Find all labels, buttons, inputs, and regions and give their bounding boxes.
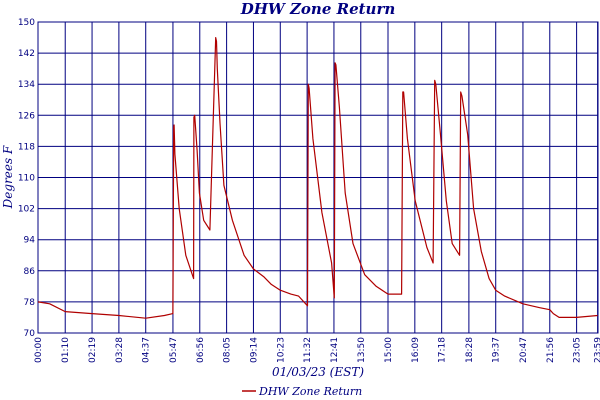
x-tick-label: 11:32 [303,337,313,363]
x-tick-label: 06:56 [196,337,206,363]
x-axis-label: 01/03/23 (EST) [272,365,364,379]
y-tick-label: 142 [18,49,35,59]
x-tick-label: 16:09 [411,337,421,363]
y-axis-ticks: 70 78 86 94 102 110 118 126 134 142 150 [18,18,35,339]
x-tick-label: 03:28 [115,337,125,363]
y-tick-label: 134 [18,80,35,90]
x-tick-label: 23:05 [573,337,583,363]
plot-frame [37,21,599,334]
x-tick-label: 21:56 [546,337,556,363]
x-tick-label: 04:37 [142,337,152,363]
x-tick-label: 23:59 [594,337,600,363]
y-tick-label: 102 [18,205,35,215]
series-layer [37,36,598,319]
y-tick-label: 94 [24,236,36,246]
y-axis-label: Degrees F [1,145,15,209]
legend-label: DHW Zone Return [258,385,362,398]
x-tick-label: 02:19 [88,337,98,363]
chart-title: DHW Zone Return [240,0,396,18]
x-tick-label: 13:50 [357,337,367,363]
y-tick-label: 86 [24,267,36,277]
x-tick-label: 18:28 [465,337,475,363]
y-tick-label: 78 [24,298,36,308]
x-tick-label: 17:18 [438,337,448,363]
y-tick-label: 70 [24,329,36,339]
y-tick-label: 126 [18,111,35,121]
x-tick-label: 12:41 [330,337,340,363]
series-line [37,36,598,319]
y-tick-label: 110 [18,174,35,184]
x-tick-label: 09:14 [249,337,259,363]
y-tick-label: 118 [18,142,35,152]
y-tick-label: 150 [18,18,35,28]
x-tick-label: 10:23 [276,337,286,363]
x-tick-label: 08:05 [223,337,233,363]
x-tick-label: 01:10 [61,337,71,363]
x-tick-label: 15:00 [384,337,394,363]
x-tick-label: 05:47 [169,337,179,363]
x-tick-label: 20:47 [519,337,529,363]
x-tick-label: 19:37 [492,337,502,363]
x-axis-ticks: 00:00 01:10 02:19 03:28 04:37 05:47 06:56 08:05… [34,337,600,363]
x-tick-label: 00:00 [34,337,44,363]
legend: DHW Zone Return [242,385,362,398]
